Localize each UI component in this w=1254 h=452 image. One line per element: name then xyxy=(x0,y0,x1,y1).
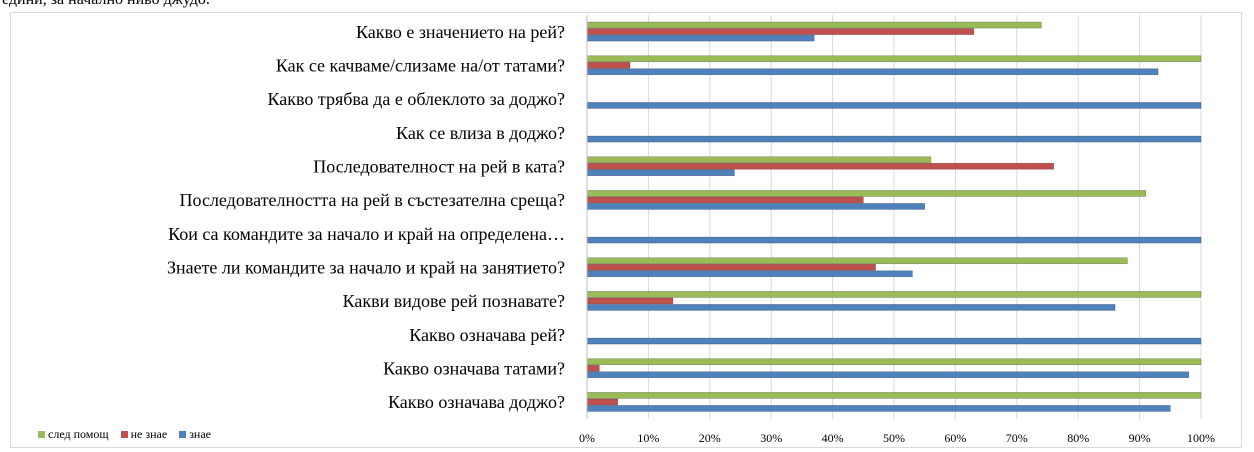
bar-knows-2 xyxy=(586,102,1202,109)
legend: след помощ не знае знае xyxy=(38,427,211,442)
bar-knows-7 xyxy=(586,270,913,278)
bar-knows-8 xyxy=(586,304,1116,311)
legend-item-knows: знае xyxy=(179,427,211,442)
category-label: Какво означава рей? xyxy=(409,325,565,345)
legend-label-knows: знае xyxy=(189,427,212,441)
category-label: Какво означава доджо? xyxy=(388,392,565,412)
x-tick-label: 0% xyxy=(579,431,595,445)
category-label: Как се качваме/слизаме на/от татами? xyxy=(276,56,565,76)
x-tick-label: 40% xyxy=(822,431,844,445)
bar-after-help-10 xyxy=(586,358,1202,366)
bar-after-help-11 xyxy=(586,392,1202,399)
x-tick-label: 90% xyxy=(1129,431,1151,445)
bar-dont-know-1 xyxy=(586,61,631,69)
bar-after-help-8 xyxy=(586,291,1202,298)
x-tick-label: 20% xyxy=(699,431,721,445)
bar-knows-0 xyxy=(586,34,815,42)
category-label: Последователност на рей в ката? xyxy=(313,157,565,177)
category-label: Знаете ли командите за начало и край на … xyxy=(167,258,565,278)
x-tick-labels: 0% 10% 20% 30% 40% 50% 60% 70% 80% 90% 100% xyxy=(579,431,1215,445)
category-labels: Какво е значението на рей? Как се качваме… xyxy=(167,22,565,412)
bar-knows-1 xyxy=(586,68,1159,76)
x-tick-label: 60% xyxy=(944,431,966,445)
legend-item-dont-know: не знае xyxy=(120,427,168,442)
legend-label-dont-know: не знае xyxy=(130,427,168,441)
x-tick-label: 10% xyxy=(637,431,659,445)
bar-after-help-7 xyxy=(586,257,1128,265)
x-tick-label: 50% xyxy=(883,431,905,445)
legend-swatch-knows xyxy=(179,431,187,438)
legend-swatch-dont-know xyxy=(120,431,128,438)
bar-knows-10 xyxy=(586,371,1190,379)
category-label: Какви видове рей познавате? xyxy=(343,291,565,311)
gridlines xyxy=(586,15,1202,419)
bar-dont-know-7 xyxy=(586,263,876,271)
legend-swatch-after-help xyxy=(38,431,45,438)
legend-label-after-help: след помощ xyxy=(48,427,109,441)
bar-dont-know-5 xyxy=(586,196,864,204)
legend-item-after-help: след помощ xyxy=(38,427,109,442)
bar-knows-4 xyxy=(586,169,735,177)
bar-knows-11 xyxy=(586,405,1171,412)
bar-after-help-1 xyxy=(586,55,1202,63)
category-label: Какво е значението на рей? xyxy=(356,22,565,42)
bar-after-help-0 xyxy=(586,21,1042,29)
bar-knows-3 xyxy=(586,135,1202,143)
bar-dont-know-4 xyxy=(586,162,1054,170)
bar-after-help-5 xyxy=(586,190,1147,197)
bar-knows-5 xyxy=(586,203,926,210)
category-label: Какво означава татами? xyxy=(383,359,565,379)
category-label: Кои са командите за начало и край на опр… xyxy=(168,224,565,244)
chart-frame xyxy=(10,12,1242,448)
bar-dont-know-0 xyxy=(586,28,975,35)
category-label: Какво трябва да е облеклото за доджо? xyxy=(268,89,565,109)
category-label: Как се влиза в доджо? xyxy=(396,123,565,143)
bar-dont-know-10 xyxy=(586,364,600,372)
bar-after-help-4 xyxy=(586,156,932,164)
bar-knows-6 xyxy=(586,236,1202,244)
bar-knows-9 xyxy=(586,337,1202,345)
bar-dont-know-8 xyxy=(586,297,674,305)
header-text: едини, за начално ниво джудо. xyxy=(2,0,210,9)
x-tick-label: 30% xyxy=(760,431,782,445)
x-tick-label: 80% xyxy=(1067,431,1089,445)
bars xyxy=(586,15,1202,419)
x-tick-label: 70% xyxy=(1006,431,1028,445)
category-label: Последователността на рей в състезателна… xyxy=(180,190,565,210)
x-tick-label: 100% xyxy=(1187,431,1215,445)
bar-dont-know-11 xyxy=(586,398,619,406)
